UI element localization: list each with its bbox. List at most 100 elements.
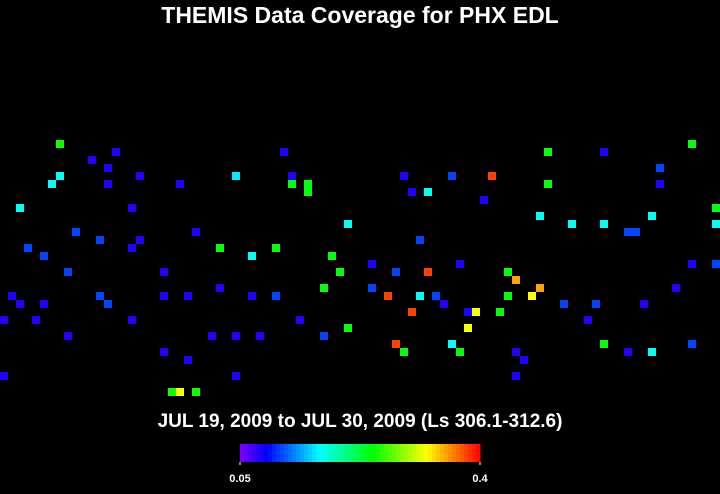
coverage-cell [48, 180, 56, 188]
coverage-cell [248, 252, 256, 260]
colorbar-swatch [284, 444, 289, 462]
coverage-cell [464, 308, 472, 316]
coverage-cell [232, 372, 240, 380]
coverage-cell [128, 204, 136, 212]
coverage-cell [456, 348, 464, 356]
coverage-cell [480, 196, 488, 204]
coverage-cell [160, 348, 168, 356]
coverage-cell [624, 228, 632, 236]
colorbar-swatch [476, 444, 481, 462]
coverage-cell [488, 172, 496, 180]
coverage-cell [104, 180, 112, 188]
coverage-cell [56, 172, 64, 180]
colorbar-swatch [348, 444, 353, 462]
colorbar-swatch [372, 444, 377, 462]
colorbar-swatch [292, 444, 297, 462]
coverage-cell [184, 356, 192, 364]
coverage-cell [32, 316, 40, 324]
coverage-cell [104, 300, 112, 308]
coverage-cell [192, 228, 200, 236]
colorbar-swatch [240, 444, 245, 462]
colorbar-swatch [352, 444, 357, 462]
coverage-cell [512, 276, 520, 284]
coverage-cell [544, 180, 552, 188]
coverage-cell [464, 324, 472, 332]
coverage-cell [344, 324, 352, 332]
coverage-cell [592, 300, 600, 308]
coverage-cell [400, 348, 408, 356]
colorbar-swatch [264, 444, 269, 462]
colorbar-swatch [336, 444, 341, 462]
colorbar-swatch [464, 444, 469, 462]
coverage-cell [512, 348, 520, 356]
colorbar-swatch [452, 444, 457, 462]
coverage-cell [248, 292, 256, 300]
colorbar-swatch [340, 444, 345, 462]
coverage-cell [528, 292, 536, 300]
coverage-cell [392, 340, 400, 348]
colorbar-swatch [432, 444, 437, 462]
coverage-cell [688, 140, 696, 148]
colorbar-swatch [312, 444, 317, 462]
coverage-cell [216, 284, 224, 292]
coverage-cell [648, 348, 656, 356]
colorbar-swatch [332, 444, 337, 462]
coverage-cell [112, 148, 120, 156]
chart-subtitle: JUL 19, 2009 to JUL 30, 2009 (Ls 306.1-3… [158, 411, 563, 432]
coverage-cell [256, 332, 264, 340]
colorbar-swatch [364, 444, 369, 462]
coverage-cell [600, 340, 608, 348]
colorbar-swatch [268, 444, 273, 462]
coverage-cell [416, 236, 424, 244]
colorbar-swatch [368, 444, 373, 462]
colorbar-swatch [388, 444, 393, 462]
coverage-cell [688, 260, 696, 268]
coverage-cell [64, 268, 72, 276]
coverage-cell [232, 332, 240, 340]
colorbar-swatch [316, 444, 321, 462]
coverage-cell [536, 212, 544, 220]
colorbar-swatch [376, 444, 381, 462]
coverage-cell [88, 156, 96, 164]
coverage-cell [56, 140, 64, 148]
colorbar-swatch [304, 444, 309, 462]
coverage-cell [288, 180, 296, 188]
coverage-cell [344, 220, 352, 228]
coverage-cell [408, 308, 416, 316]
colorbar-swatch [424, 444, 429, 462]
colorbar-swatch [280, 444, 285, 462]
coverage-cell [384, 292, 392, 300]
coverage-cell [232, 172, 240, 180]
colorbar-swatch [392, 444, 397, 462]
colorbar-swatch [360, 444, 365, 462]
colorbar-swatch [460, 444, 465, 462]
coverage-cell [440, 300, 448, 308]
colorbar: 0.05 0.4 [229, 444, 489, 485]
colorbar-swatch [380, 444, 385, 462]
coverage-cell [216, 244, 224, 252]
colorbar-swatch [416, 444, 421, 462]
coverage-cell [496, 308, 504, 316]
coverage-cell [192, 388, 200, 396]
colorbar-swatch [244, 444, 249, 462]
coverage-cell [96, 236, 104, 244]
colorbar-tick-label: 0.05 [229, 473, 250, 485]
colorbar-tick-label: 0.4 [472, 473, 488, 485]
colorbar-swatch [404, 444, 409, 462]
colorbar-swatch [384, 444, 389, 462]
colorbar-swatch [400, 444, 405, 462]
colorbar-swatch [248, 444, 253, 462]
coverage-cell [40, 252, 48, 260]
colorbar-swatch [272, 444, 277, 462]
coverage-cell [544, 148, 552, 156]
coverage-cell [16, 300, 24, 308]
coverage-cell [40, 300, 48, 308]
coverage-cell [24, 244, 32, 252]
coverage-cell [504, 268, 512, 276]
coverage-cell [272, 292, 280, 300]
coverage-cell [472, 308, 480, 316]
coverage-cell [136, 236, 144, 244]
colorbar-swatch [468, 444, 473, 462]
coverage-cell [432, 292, 440, 300]
coverage-cell [624, 348, 632, 356]
